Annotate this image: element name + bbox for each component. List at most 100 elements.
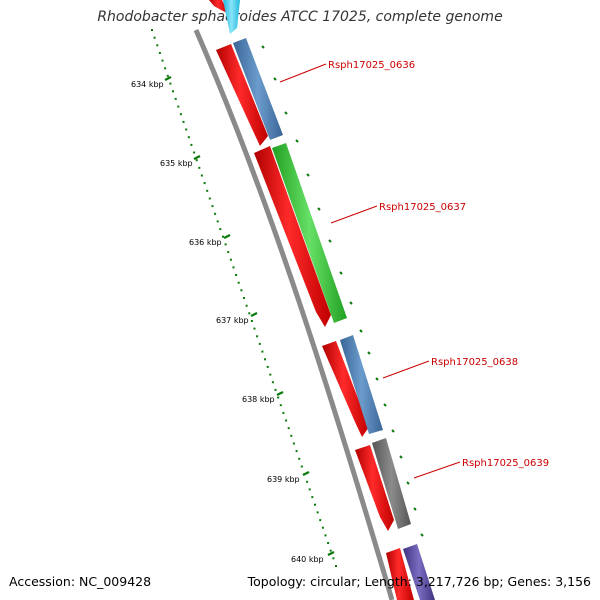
scale-minor-tick (290, 434, 293, 437)
scale-minor-tick (222, 235, 224, 238)
scale-minor-tick (250, 320, 253, 322)
scale-minor-tick (332, 557, 335, 560)
scale-minor-tick (166, 74, 169, 77)
outer-tick-track (261, 45, 424, 537)
scale-minor-tick (248, 312, 251, 315)
scale-minor-tick (219, 228, 222, 231)
scale-minor-tick (224, 243, 227, 246)
scale-minor-tick (264, 358, 266, 361)
scale-minor-tick (245, 304, 248, 307)
accession-text: Accession: NC_009428 (9, 574, 152, 589)
scale-minor-tick (174, 97, 177, 100)
scale-label: 634 kbp (131, 80, 164, 89)
scale-minor-tick (279, 404, 282, 407)
scale-minor-tick (206, 189, 209, 192)
scale-label: 636 kbp (189, 238, 222, 247)
scale-minor-tick (169, 82, 172, 85)
scale-minor-tick (151, 29, 153, 31)
scale-minor-tick (306, 480, 309, 483)
scale-minor-tick (314, 503, 316, 506)
scale-minor-tick (285, 419, 288, 422)
scale-minor-tick (164, 67, 167, 70)
scale-minor-tick (158, 52, 161, 54)
scale-minor-tick (269, 373, 272, 376)
scale-minor-tick (153, 36, 156, 39)
scale-minor-tick (237, 281, 240, 284)
scale-minor-tick (298, 457, 301, 460)
scale-label: 638 kbp (242, 395, 275, 404)
scale-major-tick (276, 391, 284, 396)
scale-minor-tick (287, 427, 290, 430)
scale-minor-tick (319, 519, 322, 522)
map-title: Rhodobacter sphaeroides ATCC 17025, comp… (97, 9, 503, 25)
scale-minor-tick (258, 342, 261, 345)
scale-minor-tick (227, 251, 230, 254)
genome-backbone (193, 29, 395, 600)
scale-minor-tick (266, 365, 269, 368)
scale-major-tick (164, 76, 172, 81)
scale-minor-tick (274, 388, 277, 391)
scale-minor-tick (185, 128, 188, 131)
cds-feature (355, 445, 394, 531)
scale-minor-tick (179, 113, 182, 116)
scale-minor-tick (229, 258, 232, 261)
scale-minor-tick (261, 350, 264, 353)
scale-minor-tick (190, 143, 193, 146)
scale-minor-tick (203, 182, 206, 185)
scale-minor-tick (182, 120, 185, 123)
scale-minor-tick (308, 488, 311, 491)
scale-major-tick (223, 234, 231, 239)
cds-feature (386, 548, 414, 600)
scale-minor-tick (198, 166, 201, 169)
scale-minor-tick (329, 549, 332, 552)
gene-label[interactable]: Rsph17025_0638 (431, 357, 518, 368)
gene-label[interactable]: Rsph17025_0637 (379, 202, 466, 213)
gene-track (223, 0, 435, 600)
scale-minor-tick (172, 90, 174, 93)
scale-label: 637 kbp (216, 316, 249, 325)
cds-track (209, 0, 414, 600)
coordinate-scale: 634 kbp 635 kbp 636 kbp 637 kbp 638 kbp 639 k… (131, 29, 337, 567)
gene-label[interactable]: Rsph17025_0639 (462, 458, 549, 469)
scale-minor-tick (240, 289, 243, 292)
gene-label[interactable]: Rsph17025_0636 (328, 60, 415, 71)
genome-summary: Topology: circular; Length: 3,217,726 bp… (247, 574, 591, 589)
scale-minor-tick (300, 465, 303, 468)
scale-minor-tick (292, 442, 295, 445)
scale-minor-tick (187, 136, 190, 139)
cds-feature (322, 341, 369, 437)
scale-minor-tick (235, 274, 238, 276)
cds-feature (216, 44, 268, 146)
scale-minor-tick (316, 511, 319, 514)
scale-minor-tick (335, 565, 337, 567)
scale-minor-tick (214, 212, 217, 215)
scale-minor-tick (193, 151, 196, 154)
scale-minor-tick (195, 159, 198, 162)
cds-feature (209, 0, 229, 14)
scale-minor-tick (216, 220, 219, 223)
scale-label: 640 kbp (291, 555, 324, 564)
scale-minor-tick (232, 266, 235, 269)
cds-feature (254, 146, 331, 327)
scale-label: 639 kbp (267, 475, 300, 484)
scale-minor-tick (324, 534, 327, 537)
scale-minor-tick (177, 105, 180, 108)
scale-major-tick (250, 312, 258, 317)
scale-minor-tick (253, 327, 256, 330)
scale-minor-tick (211, 205, 214, 208)
gene-Rsph17025_0637 (272, 143, 347, 323)
scale-minor-tick (243, 297, 245, 299)
scale-minor-tick (321, 526, 324, 529)
scale-minor-tick (327, 542, 330, 544)
gene-Rsph17025_0638 (340, 335, 383, 434)
scale-major-tick (193, 155, 201, 160)
scale-minor-tick (161, 59, 164, 62)
scale-minor-tick (282, 411, 285, 414)
label-leaders (279, 63, 461, 479)
gene-Rsph17025_0640 (403, 544, 435, 600)
gene-Rsph17025_0636 (233, 38, 283, 140)
gene-Rsph17025_0639 (372, 438, 411, 529)
scale-minor-tick (295, 450, 298, 453)
scale-minor-tick (200, 174, 203, 177)
